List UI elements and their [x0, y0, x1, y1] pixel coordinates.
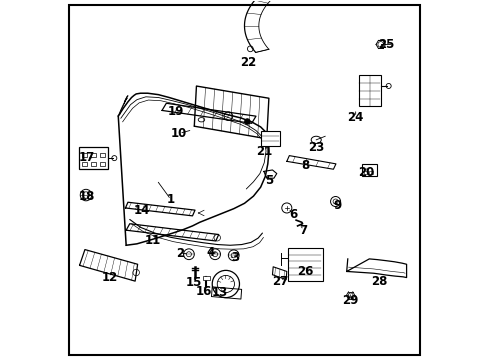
- Text: 23: 23: [307, 141, 324, 154]
- Text: 25: 25: [377, 38, 393, 51]
- Text: 3: 3: [231, 251, 239, 264]
- Text: 29: 29: [342, 294, 358, 307]
- Text: 24: 24: [347, 111, 363, 124]
- Text: 13: 13: [211, 287, 227, 300]
- Text: 16: 16: [196, 285, 212, 298]
- Bar: [362, 164, 376, 176]
- Text: 28: 28: [370, 275, 386, 288]
- Bar: [364, 171, 367, 174]
- Text: 8: 8: [301, 159, 309, 172]
- Text: 19: 19: [168, 105, 184, 118]
- Text: 20: 20: [358, 166, 374, 179]
- Text: 27: 27: [272, 275, 288, 288]
- Text: 11: 11: [144, 234, 161, 247]
- Text: 2: 2: [176, 247, 183, 260]
- Bar: [100, 162, 104, 166]
- Text: 7: 7: [299, 224, 307, 237]
- Text: 5: 5: [265, 174, 273, 186]
- Bar: [81, 162, 86, 166]
- Text: 9: 9: [333, 199, 341, 212]
- Bar: [358, 75, 380, 107]
- Bar: [287, 248, 322, 281]
- Bar: [368, 171, 372, 174]
- Bar: [202, 276, 209, 280]
- Circle shape: [244, 119, 250, 125]
- Text: 21: 21: [256, 145, 272, 158]
- Text: 22: 22: [240, 56, 256, 69]
- Bar: [90, 162, 96, 166]
- Text: 18: 18: [79, 190, 95, 203]
- Text: 10: 10: [171, 127, 187, 140]
- Text: 15: 15: [186, 276, 202, 289]
- Text: 6: 6: [288, 208, 296, 221]
- Bar: [81, 153, 86, 157]
- Bar: [79, 147, 108, 169]
- Bar: [90, 153, 96, 157]
- Text: 26: 26: [297, 265, 313, 278]
- Text: 14: 14: [133, 204, 149, 217]
- Text: 12: 12: [102, 271, 118, 284]
- Bar: [260, 131, 280, 146]
- Text: 4: 4: [206, 246, 214, 259]
- Text: 1: 1: [166, 193, 175, 206]
- Text: 17: 17: [79, 151, 95, 164]
- Bar: [100, 153, 104, 157]
